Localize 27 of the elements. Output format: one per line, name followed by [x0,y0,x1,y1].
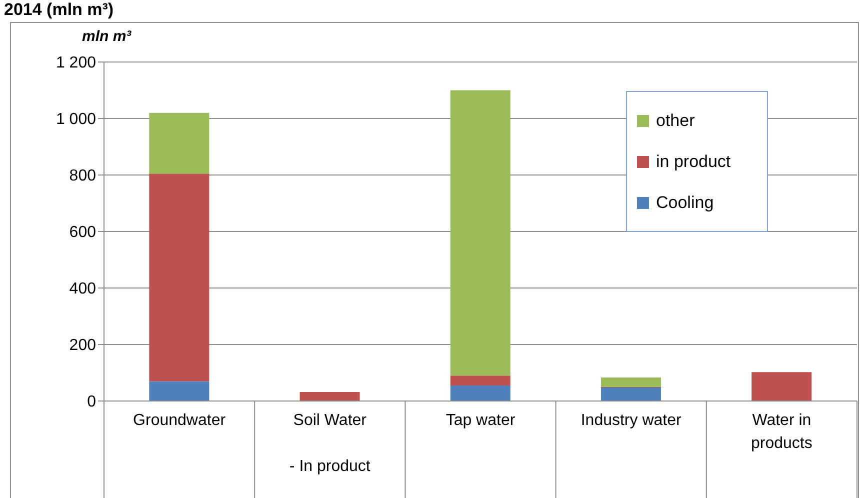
y-axis-title: mln m³ [82,28,132,45]
y-tick-label: 400 [69,280,96,298]
bar [149,174,210,382]
y-tick-label: 200 [69,337,96,354]
bar [600,387,661,401]
y-tick-label: 0 [87,394,96,411]
bar [450,90,510,376]
y-tick-label: 800 [69,168,96,185]
bar [300,392,360,401]
y-tick-label: 1 200 [56,54,96,72]
bar [149,112,210,174]
bar [450,385,510,401]
bar [600,378,661,387]
x-tick-label: Industry water [580,412,682,429]
legend-label: Cooling [656,192,714,212]
legend-label: other [656,110,695,130]
x-tick-label: Water in products [751,412,812,452]
x-tick-label: Groundwater [133,412,226,429]
legend-label: in product [656,152,731,172]
y-tick-label: 600 [69,224,96,242]
y-tick-label: 1 000 [56,111,96,128]
bar [752,372,812,401]
category-label: Soil Water - In product [289,412,370,475]
bar [149,381,210,401]
x-tick-label: Tap water [446,412,516,429]
chart-title: 2014 (mln m³) [4,0,114,20]
bar [450,376,510,386]
